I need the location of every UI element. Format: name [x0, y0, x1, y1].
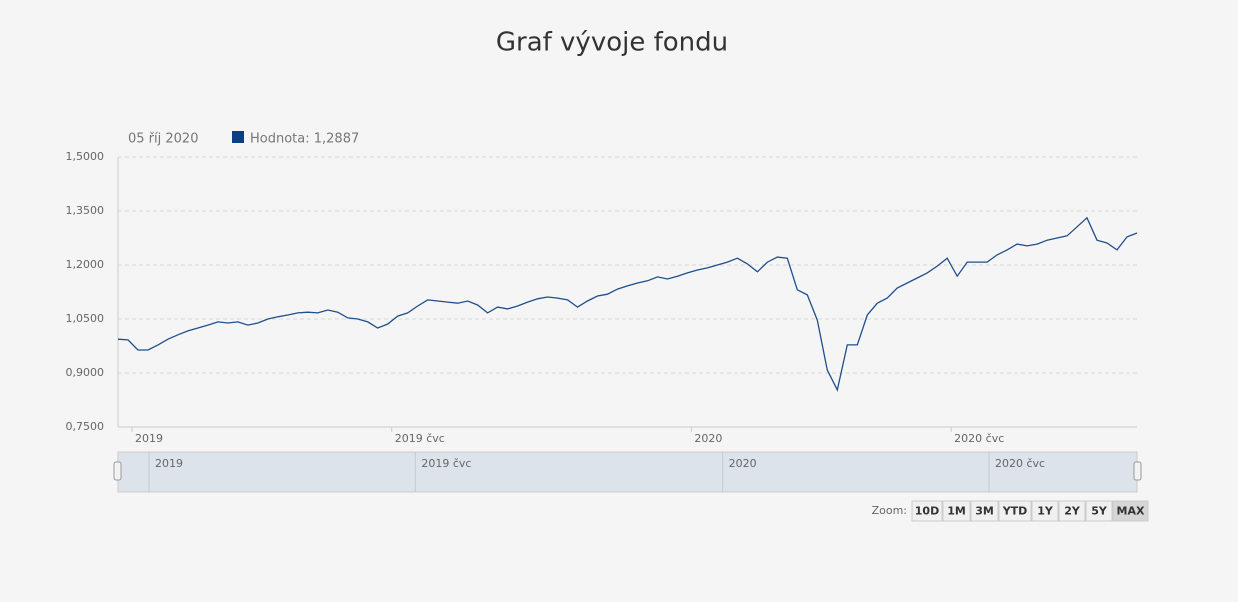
y-tick-label: 1,0500 — [66, 312, 105, 325]
y-tick-label: 1,2000 — [66, 258, 105, 271]
tooltip-date: 05 říj 2020 — [128, 132, 198, 147]
zoom-label: Zoom: — [872, 504, 907, 517]
legend-swatch — [232, 131, 244, 143]
zoom-button-label[interactable]: 2Y — [1064, 505, 1081, 518]
y-tick-label: 0,7500 — [66, 420, 105, 433]
zoom-button-label[interactable]: MAX — [1117, 505, 1145, 518]
y-tick-label: 0,9000 — [66, 366, 105, 379]
chart-title: Graf vývoje fondu — [496, 28, 728, 58]
zoom-button-label[interactable]: 10D — [915, 505, 939, 518]
navigator-handle[interactable] — [1133, 461, 1142, 481]
y-tick-label: 1,3500 — [66, 204, 105, 217]
zoom-button-label[interactable]: 3M — [975, 505, 994, 518]
navigator-handle[interactable] — [113, 461, 122, 481]
x-tick-label: 2019 čvc — [395, 432, 445, 445]
x-tick-label: 2020 čvc — [954, 432, 1004, 445]
x-tick-label: 2020 — [694, 432, 722, 445]
zoom-button[interactable] — [1085, 500, 1113, 522]
data-line — [117, 216, 1138, 392]
zoom-button[interactable] — [1112, 500, 1149, 522]
y-tick-label: 1,5000 — [66, 150, 105, 163]
navigator — [117, 451, 1138, 493]
navigator-label: 2019 čvc — [421, 457, 471, 470]
navigator-label: 2020 — [729, 457, 757, 470]
legend-text: Hodnota: 1,2887 — [250, 132, 359, 147]
navigator-label: 2020 čvc — [995, 457, 1045, 470]
navigator-label: 2019 — [155, 457, 183, 470]
zoom-button[interactable] — [942, 500, 971, 522]
zoom-button-label[interactable]: 1M — [947, 505, 966, 518]
zoom-button-label[interactable]: YTD — [1002, 505, 1028, 518]
zoom-button-label[interactable]: 5Y — [1091, 505, 1108, 518]
zoom-button[interactable] — [970, 500, 999, 522]
zoom-button[interactable] — [998, 500, 1032, 522]
zoom-button[interactable] — [911, 500, 943, 522]
zoom-button-label[interactable]: 1Y — [1037, 505, 1054, 518]
x-tick-label: 2019 — [135, 432, 163, 445]
zoom-button[interactable] — [1058, 500, 1086, 522]
zoom-button[interactable] — [1031, 500, 1059, 522]
